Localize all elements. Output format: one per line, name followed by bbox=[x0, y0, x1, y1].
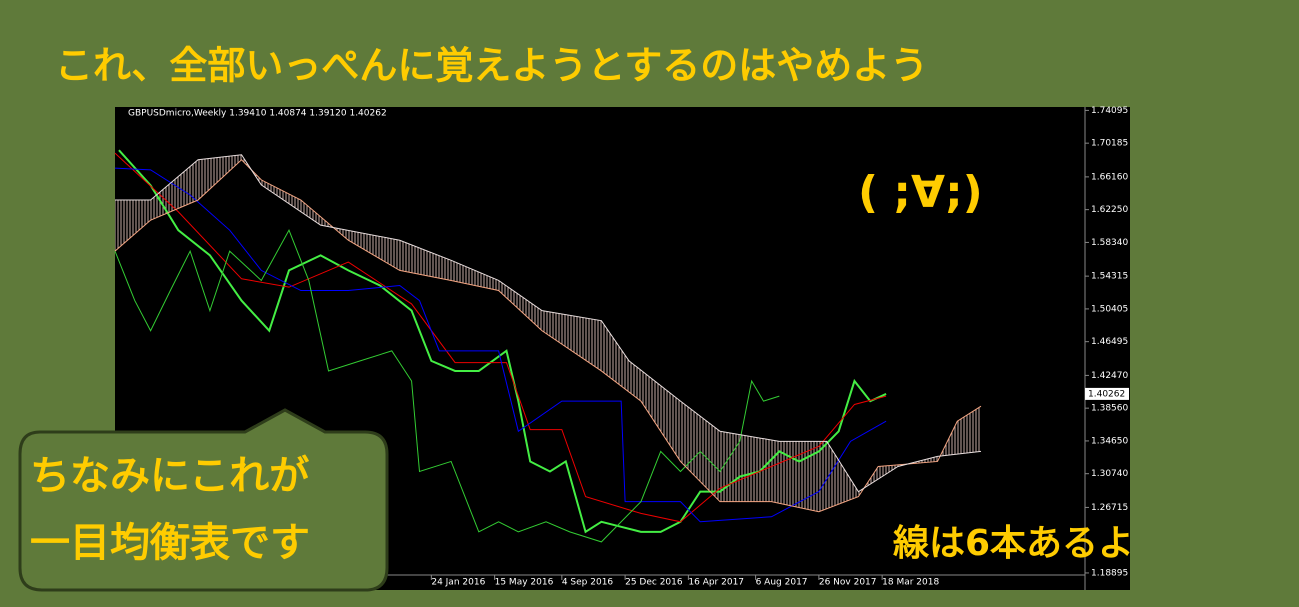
y-tick-label: 1.34650 bbox=[1091, 436, 1128, 446]
cloud-fill bbox=[115, 154, 982, 512]
y-tick-label: 1.26715 bbox=[1091, 503, 1128, 513]
speech-bubble: ちなみにこれが 一目均衡表です bbox=[18, 408, 389, 592]
series-line bbox=[118, 149, 887, 534]
y-tick-label: 1.46495 bbox=[1091, 337, 1128, 347]
note: 線は6本あるよ bbox=[893, 523, 1134, 564]
y-tick-label: 1.74095 bbox=[1091, 106, 1128, 116]
bubble-line-1: ちなみにこれが bbox=[30, 453, 309, 499]
y-tick-label: 1.66160 bbox=[1091, 172, 1128, 182]
x-tick-label: 4 Sep 2016 bbox=[562, 578, 614, 588]
last-price-label: 1.40262 bbox=[1088, 389, 1125, 399]
bubble-shape bbox=[18, 408, 389, 592]
y-tick-label: 1.18895 bbox=[1091, 568, 1128, 578]
x-tick-label: 6 Aug 2017 bbox=[756, 578, 808, 588]
y-tick-label: 1.70185 bbox=[1091, 139, 1128, 149]
y-tick-label: 1.38560 bbox=[1091, 404, 1128, 414]
bubble-line-2: 一目均衡表です bbox=[30, 520, 310, 566]
y-tick-label: 1.30740 bbox=[1091, 469, 1128, 479]
x-tick-label: 15 May 2016 bbox=[495, 578, 554, 588]
series-line bbox=[114, 167, 887, 523]
headline: これ、全部いっぺんに覚えようとするのはやめよう bbox=[55, 44, 928, 88]
series-line bbox=[115, 154, 982, 493]
x-tick-label: 16 Apr 2017 bbox=[688, 578, 744, 588]
emoticon: ( ;∀;) bbox=[858, 167, 983, 218]
y-tick-label: 1.58340 bbox=[1091, 238, 1128, 248]
x-tick-label: 24 Jan 2016 bbox=[431, 578, 485, 588]
last-price-box bbox=[1085, 387, 1129, 400]
y-tick-label: 1.54315 bbox=[1091, 272, 1128, 282]
series-line bbox=[114, 152, 887, 523]
chart-header: GBPUSDmicro,Weekly 1.39410 1.40874 1.391… bbox=[128, 109, 387, 119]
y-tick-label: 1.62250 bbox=[1091, 205, 1128, 215]
x-tick-label: 26 Nov 2017 bbox=[819, 578, 877, 588]
y-tick-label: 1.42470 bbox=[1091, 371, 1128, 381]
y-tick-label: 1.50405 bbox=[1091, 304, 1128, 314]
x-tick-label: 25 Dec 2016 bbox=[625, 578, 683, 588]
series-line bbox=[114, 229, 780, 543]
x-tick-label: 18 Mar 2018 bbox=[882, 578, 939, 588]
